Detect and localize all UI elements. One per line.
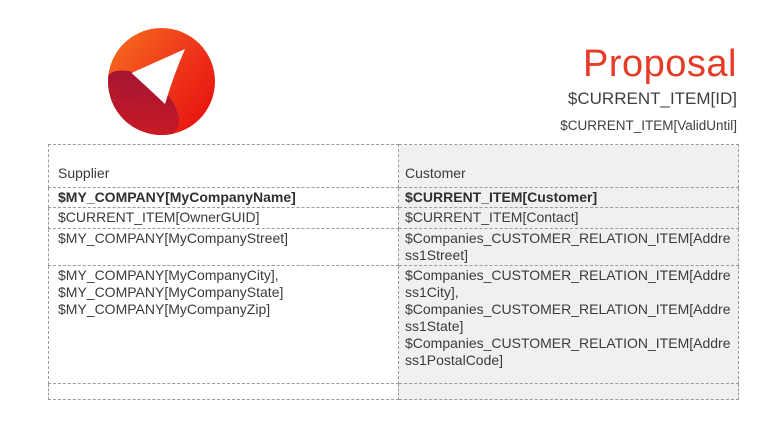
cell-customer-empty — [398, 383, 739, 400]
cell-supplier-company-name: $MY_COMPANY[MyCompanyName] — [48, 187, 399, 208]
table-row-city-state-zip: $MY_COMPANY[MyCompanyCity], $MY_COMPANY[… — [48, 265, 739, 384]
cell-customer-name: $CURRENT_ITEM[Customer] — [398, 187, 739, 208]
table-header-row: Supplier Customer — [48, 144, 739, 188]
table-row-company-name: $MY_COMPANY[MyCompanyName] $CURRENT_ITEM… — [48, 187, 739, 208]
document-header: Proposal $CURRENT_ITEM[ID] $CURRENT_ITEM… — [560, 43, 737, 134]
logo-swoosh — [108, 70, 179, 135]
current-item-id-placeholder: $CURRENT_ITEM[ID] — [567, 89, 737, 108]
logo-triangle — [131, 49, 185, 104]
table-row-empty — [48, 383, 739, 400]
cell-supplier-owner-guid: $CURRENT_ITEM[OwnerGUID] — [48, 207, 399, 229]
page-title: Proposal — [583, 43, 737, 85]
company-logo-icon — [108, 28, 215, 135]
cell-supplier-city-state-zip: $MY_COMPANY[MyCompanyCity], $MY_COMPANY[… — [48, 265, 399, 384]
column-header-customer: Customer — [398, 144, 739, 188]
cell-supplier-street: $MY_COMPANY[MyCompanyStreet] — [48, 228, 399, 266]
supplier-customer-table: Supplier Customer $MY_COMPANY[MyCompanyN… — [48, 144, 739, 400]
cell-customer-city-state-postal: $Companies_CUSTOMER_RELATION_ITEM[Addres… — [398, 265, 739, 384]
table-row-street: $MY_COMPANY[MyCompanyStreet] $Companies_… — [48, 228, 739, 266]
column-header-supplier: Supplier — [48, 144, 399, 188]
cell-customer-contact: $CURRENT_ITEM[Contact] — [398, 207, 739, 229]
cell-customer-street: $Companies_CUSTOMER_RELATION_ITEM[Addres… — [398, 228, 739, 266]
table-row-contact: $CURRENT_ITEM[OwnerGUID] $CURRENT_ITEM[C… — [48, 207, 739, 229]
cell-supplier-empty — [48, 383, 399, 400]
valid-until-placeholder: $CURRENT_ITEM[ValidUntil] — [560, 118, 737, 133]
